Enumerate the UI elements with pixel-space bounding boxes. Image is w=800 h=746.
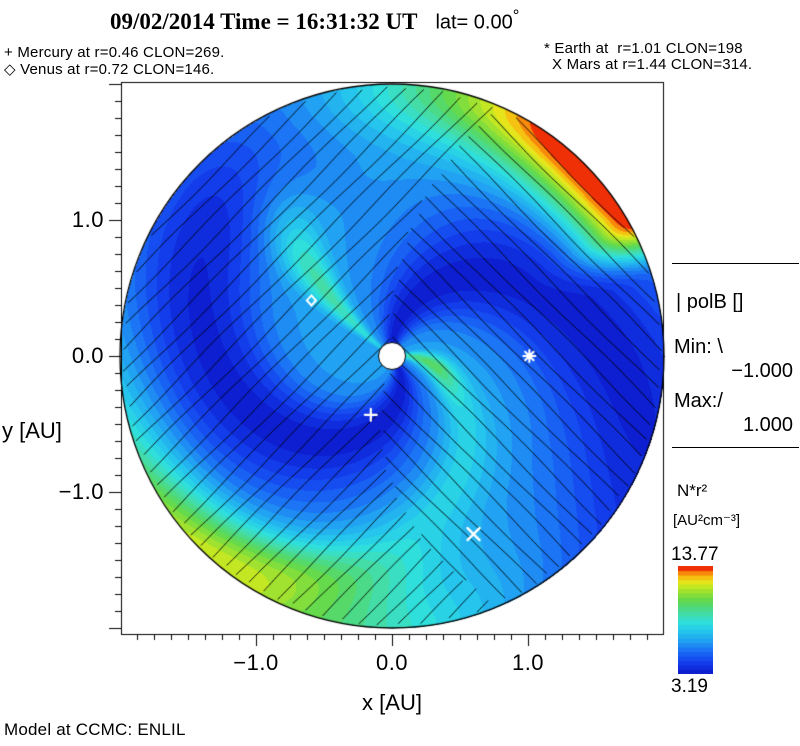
x-axis-title: x [AU] — [362, 690, 422, 715]
colorbar-min: 3.19 — [671, 676, 708, 697]
polb-max-label: Max:/ — [674, 390, 723, 412]
polb-min-value: −1.000 — [731, 360, 793, 382]
y-axis-title: y [AU] — [2, 418, 62, 443]
colorbar-units: [AU²cm⁻³] — [673, 512, 741, 529]
degree-symbol: ° — [512, 6, 520, 25]
y-tick-m1: −1.0 — [58, 479, 104, 504]
y-tick-0: 0.0 — [71, 343, 104, 368]
y-tick-1: 1.0 — [71, 207, 104, 232]
legend-divider-bottom — [672, 447, 799, 448]
model-credit: Model at CCMC: ENLIL — [4, 720, 186, 739]
plot-title: 09/02/2014 Time = 16:31:32 UT lat= 0.00° — [110, 6, 519, 35]
polb-min-label: Min: \ — [674, 336, 723, 358]
colorbar-quantity: N*r² — [677, 481, 708, 500]
title-latitude: lat= 0.00° — [435, 6, 519, 35]
legend-divider-top — [672, 263, 799, 264]
mercury-annotation: + Mercury at r=0.46 CLON=269. — [4, 44, 225, 61]
x-tick-0: 0.0 — [375, 650, 409, 675]
venus-annotation: ◇ Venus at r=0.72 CLON=146. — [4, 61, 215, 78]
colorbar — [678, 566, 713, 674]
x-tick-m1: −1.0 — [233, 650, 279, 675]
earth-annotation: * Earth at r=1.01 CLON=198 — [544, 40, 743, 57]
colorbar-max: 13.77 — [671, 544, 719, 565]
title-datetime: 09/02/2014 Time = 16:31:32 UT — [110, 8, 418, 34]
mars-annotation: X Mars at r=1.44 CLON=314. — [552, 56, 753, 73]
polb-legend-title: | polB [] — [676, 291, 744, 313]
polb-max-value: 1.000 — [742, 414, 793, 436]
title-lat-text: lat= 0.00 — [435, 11, 513, 34]
x-tick-1: 1.0 — [511, 650, 545, 675]
